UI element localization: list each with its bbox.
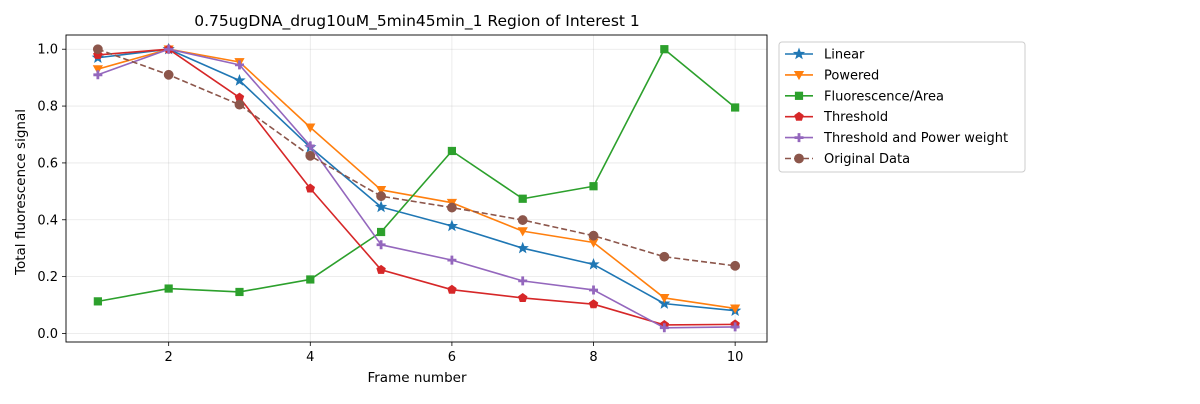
legend-entry-linear: Linear [785,48,865,63]
data-point-linear [516,241,529,254]
series-line-original-data [97,48,736,267]
data-point-original-data [588,230,599,241]
y-tick-label: 0.6 [37,156,58,171]
series-line-threshold [97,48,736,326]
data-point-threshold-and-power-weight [305,141,315,151]
grid-lines [66,35,767,342]
x-tick-label: 10 [727,350,744,365]
data-point-original-data [447,202,457,213]
legend-marker [794,91,804,100]
data-point-original-data [517,215,528,225]
chart-title: 0.75ugDNA_drug10uM_5min45min_1 Region of… [194,12,640,31]
legend-marker [794,111,804,121]
data-point-threshold [517,292,528,302]
series-line-linear [97,48,736,312]
data-point-linear [445,219,459,232]
series-fluorescence-area [93,45,740,306]
data-point-powered [305,123,316,133]
data-point-threshold [305,183,316,193]
data-point-threshold [376,264,386,274]
legend-box [778,41,1026,173]
legend-marker [793,71,805,81]
series-line-powered [97,48,736,310]
legend-marker [794,133,804,143]
plot-frame [65,34,768,343]
data-point-fluorescence-area [518,194,527,203]
x-tick-label: 8 [589,350,597,365]
legend-marker [792,47,806,60]
data-point-fluorescence-area [235,287,244,297]
y-tick-label: 0.2 [37,270,58,285]
y-tick-label: 1.0 [37,43,58,58]
y-axis-ticks: 0.0 0.2 0.4 0.6 0.8 1.0 [37,43,66,342]
data-point-original-data [376,191,386,202]
data-point-original-data [92,44,103,55]
x-axis-label: Frame number [367,370,466,386]
data-point-fluorescence-area [376,227,386,237]
y-tick-label: 0.4 [37,213,58,228]
data-point-powered [659,294,670,304]
data-point-threshold-and-power-weight [93,70,103,80]
data-point-original-data [163,69,174,80]
series-original-data [92,44,741,271]
legend-label: Threshold and Power weight [823,131,1008,146]
legend-entries: Linear Powered Fluorescence/Area Threshold T… [785,48,1008,167]
x-axis-ticks: 2 4 6 8 10 [165,342,744,365]
data-point-powered [730,304,741,314]
legend-label: Linear [824,48,865,63]
data-point-threshold [447,284,457,294]
data-point-linear [233,74,246,86]
data-point-original-data [234,99,245,110]
legend-entry-fluorescence-area: Fluorescence/Area [785,89,944,104]
x-tick-label: 2 [165,350,173,365]
legend-entry-threshold: Threshold [785,110,888,125]
legend: Linear Powered Fluorescence/Area Threshold T… [778,41,1026,173]
data-point-fluorescence-area [306,275,315,284]
data-point-threshold-and-power-weight [447,255,457,265]
data-point-threshold-and-power-weight [164,44,174,54]
legend-marker [794,153,804,164]
legend-entry-threshold-and-power-weight: Threshold and Power weight [785,131,1008,146]
x-tick-label: 6 [448,350,456,365]
data-point-original-data [730,260,741,271]
data-point-threshold-and-power-weight [589,285,599,295]
data-point-threshold-and-power-weight [659,323,669,333]
y-tick-label: 0.0 [37,327,58,342]
data-point-powered [517,227,528,237]
data-point-threshold-and-power-weight [518,276,528,286]
data-point-fluorescence-area [93,297,102,306]
data-point-fluorescence-area [731,103,740,112]
legend-label: Original Data [824,152,910,167]
data-point-threshold-and-power-weight [730,322,740,332]
legend-label: Fluorescence/Area [824,89,944,104]
legend-label: Threshold [823,110,888,125]
series-threshold-and-power-weight [93,44,740,333]
data-point-fluorescence-area [164,284,173,293]
data-point-original-data [659,251,670,262]
series-layer [91,42,742,333]
series-line-threshold-and-power-weight [97,48,736,329]
legend-entry-powered: Powered [785,68,879,83]
data-point-original-data [305,150,316,161]
data-point-threshold-and-power-weight [234,60,244,70]
series-line-fluorescence-area [97,48,736,303]
data-point-threshold [588,299,599,309]
data-point-threshold-and-power-weight [376,240,386,250]
x-tick-label: 4 [306,350,314,365]
legend-entry-original-data: Original Data [785,152,910,167]
data-point-powered [375,186,387,196]
data-point-fluorescence-area [447,146,457,156]
data-point-powered [92,65,103,75]
data-point-linear [587,257,600,270]
data-point-fluorescence-area [660,45,669,54]
y-tick-label: 0.8 [37,100,58,115]
y-axis-label: Total fluorescence signal [13,109,29,276]
legend-label: Powered [824,68,879,83]
data-point-linear [374,200,388,213]
data-point-fluorescence-area [589,182,598,191]
